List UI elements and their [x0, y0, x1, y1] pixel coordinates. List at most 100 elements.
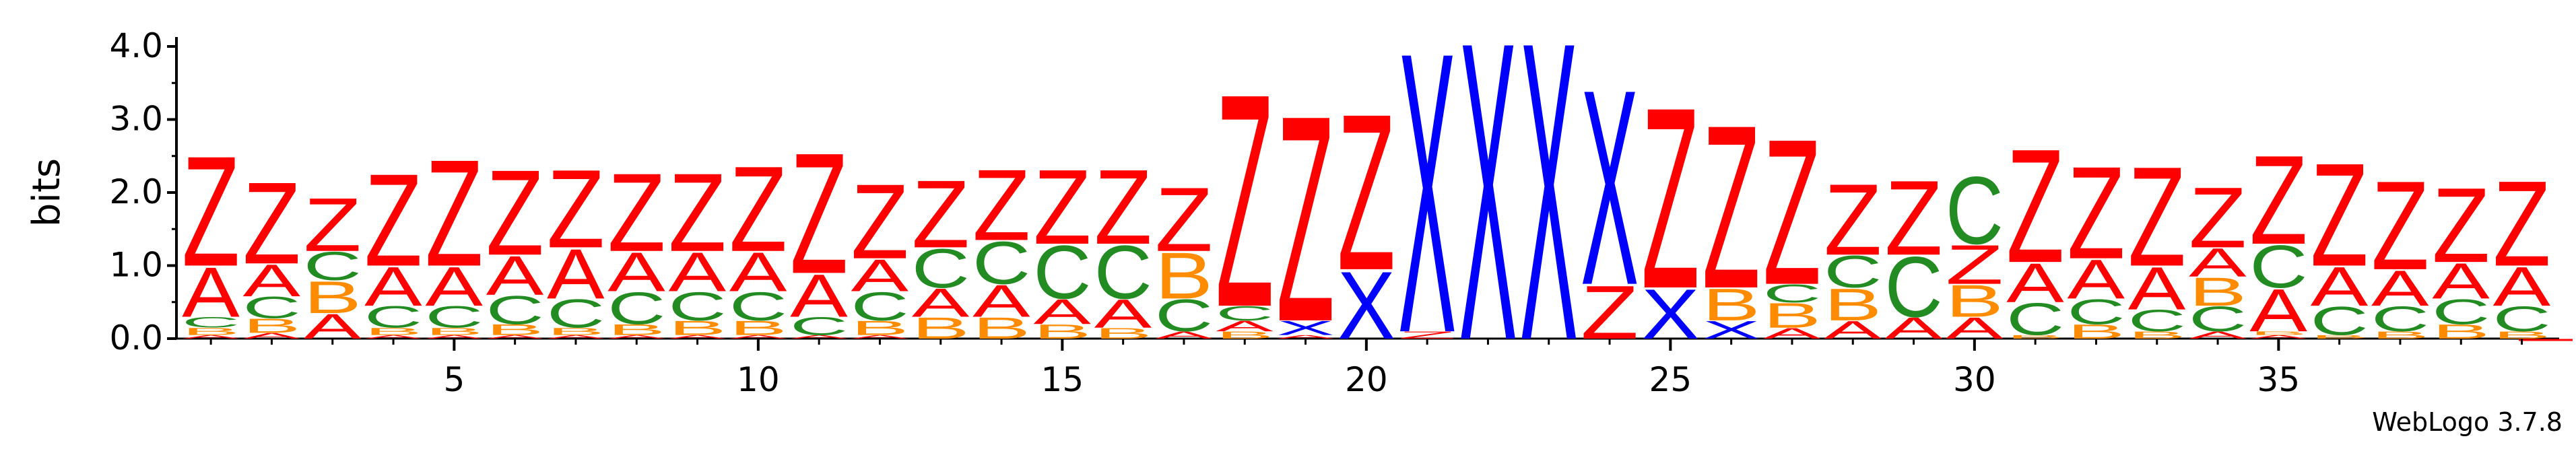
logo-letter-z: Z — [425, 128, 483, 298]
logo-letter-a: A — [851, 334, 909, 339]
logo-letter-c: C — [669, 284, 727, 329]
logo-letter-b: B — [2128, 330, 2186, 341]
logo-letter-a: A — [2006, 252, 2064, 314]
logo-letter-a: A — [2189, 240, 2247, 285]
logo-letter-c: C — [2371, 300, 2429, 339]
logo-letter-a: A — [2249, 276, 2307, 345]
logo-letter-c: C — [1033, 230, 1091, 315]
x-tick-label: 10 — [737, 360, 780, 399]
logo-letter-c: C — [2249, 233, 2307, 301]
logo-letter-b: B — [2006, 334, 2064, 339]
x-tick-label: 15 — [1041, 360, 1084, 399]
logo-letter-z: Z — [1703, 77, 1760, 338]
logo-letter-c: C — [972, 229, 1030, 297]
y-tick-label: 0.0 — [109, 318, 163, 357]
logo-letter-z: Z — [1033, 147, 1091, 267]
logo-letter-z: Z — [304, 182, 362, 268]
logo-column: X — [1520, 0, 1578, 429]
logo-letter-c: C — [2189, 300, 2247, 339]
logo-letter-a: A — [425, 255, 483, 318]
logo-letter-z: Z — [1824, 163, 1882, 276]
logo-letter-z: Z — [1946, 234, 2004, 296]
logo-column: X — [1459, 0, 1517, 429]
logo-letter-x: X — [1581, 32, 1639, 344]
logo-letter-z: Z — [2371, 155, 2429, 297]
weblogo-credit: WebLogo 3.7.8 — [2372, 407, 2563, 437]
logo-letter-b: B — [2371, 330, 2429, 341]
logo-letter-x: X — [1459, 0, 1517, 429]
logo-letter-c: C — [1824, 246, 1882, 297]
logo-letter-c: C — [2128, 304, 2186, 338]
x-tick-label: 35 — [2257, 360, 2301, 399]
logo-letter-c: C — [1216, 302, 1274, 325]
logo-letter-z: Z — [1155, 169, 1213, 271]
logo-letter-c: C — [1094, 230, 1152, 315]
logo-letter-b: B — [1824, 279, 1882, 331]
logo-letter-c: C — [2311, 298, 2369, 343]
logo-letter-b: B — [2311, 334, 2369, 339]
logo-letter-b: B — [2493, 330, 2551, 341]
logo-letter-x: X — [1520, 0, 1578, 429]
logo-letter-z: Z — [2493, 156, 2551, 292]
logo-letter-x: X — [1398, 0, 1456, 417]
logo-letter-b: B — [182, 326, 240, 337]
logo-letter-z: Z — [1641, 54, 1699, 343]
logo-letter-a: A — [1033, 291, 1091, 331]
logo-column: XBZ — [1703, 77, 1760, 344]
logo-letter-c: C — [304, 244, 362, 289]
logo-letter-c: C — [912, 237, 970, 300]
logo-letter-a: A — [1155, 329, 1213, 341]
logo-letter-b: B — [1703, 279, 1760, 331]
logo-letter-a: A — [2128, 254, 2186, 322]
logo-letter-c: C — [1946, 157, 2004, 265]
logo-letter-z: Z — [2006, 114, 2064, 296]
logo-letter-c: C — [1155, 290, 1213, 341]
logo-letter-z: Z — [607, 150, 665, 275]
logo-letter-z: Z — [729, 141, 787, 277]
logo-letter-a: A — [912, 280, 970, 325]
logo-letter-a: A — [790, 261, 848, 330]
logo-letter-c: C — [1885, 239, 1943, 335]
logo-letter-z: Z — [2067, 140, 2125, 287]
logo-letter-c: C — [364, 300, 422, 335]
logo-letter-z: Z — [2249, 129, 2307, 271]
logo-column: ZX — [1398, 0, 1456, 417]
logo-column: ACZ — [1885, 158, 1943, 345]
logo-letter-z: Z — [1763, 96, 1821, 328]
logo-letter-z: Z — [2128, 138, 2186, 296]
logo-letter-a: A — [2371, 261, 2429, 317]
logo-letter-a: A — [607, 240, 665, 303]
logo-letter-a: A — [242, 331, 300, 340]
logo-letter-a: A — [2311, 255, 2369, 318]
logo-letter-a: A — [2067, 248, 2125, 310]
x-tick-label: 5 — [443, 360, 465, 399]
logo-letter-b: B — [1155, 239, 1213, 313]
logo-letter-a: A — [1094, 291, 1152, 337]
logo-column: XZ — [1641, 54, 1699, 353]
logo-letter-a: A — [2493, 255, 2551, 318]
logo-letter-b: B — [669, 316, 727, 339]
x-tick-label: 25 — [1649, 360, 1692, 399]
logo-letter-b: B — [1763, 296, 1821, 335]
logo-letter-b: B — [364, 326, 422, 337]
logo-letter-a: A — [851, 250, 909, 301]
logo-letter-c: C — [607, 283, 665, 334]
logo-letter-c: C — [2493, 300, 2551, 339]
logo-letter-z: Z — [669, 150, 727, 275]
